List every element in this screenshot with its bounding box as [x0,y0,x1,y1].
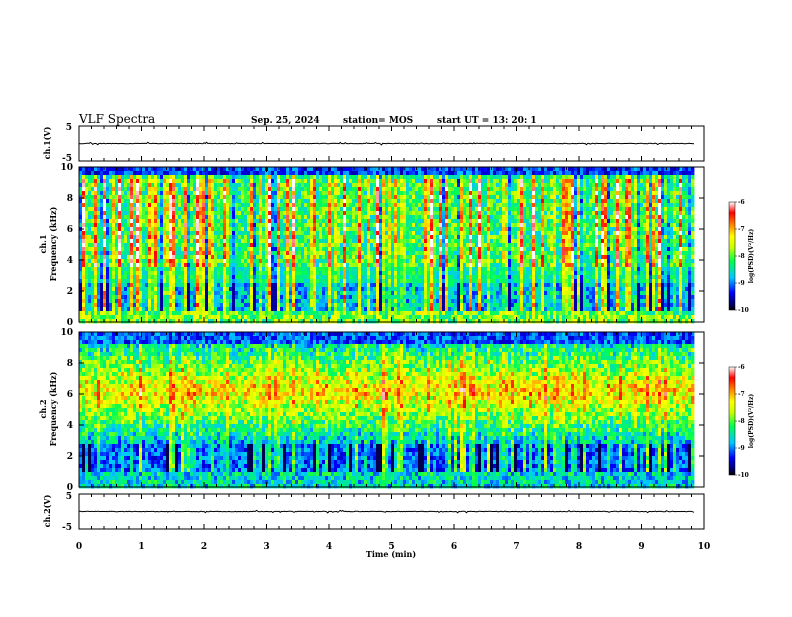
frequency-tick-label: 10 [60,163,73,173]
time-tick-label: 2 [201,542,207,552]
colorbar-tick-label: -7 [738,226,745,233]
frequency-tick-label: 8 [67,359,73,369]
colorbar-gradient [729,367,735,475]
ch1-ytick-top: 5 [66,123,72,133]
frequency-tick-label: 6 [67,225,73,235]
ch2-spectrogram-ylabel-line2: Frequency (kHz) [48,371,58,446]
time-tick-label: 4 [326,542,332,552]
colorbar-gradient [729,202,735,310]
colorbar-tick-label: -9 [738,280,745,287]
time-tick-label: 1 [138,542,144,552]
time-tick-label: 10 [698,542,711,552]
time-tick-label: 0 [76,542,82,552]
colorbar-tick-label: -10 [738,472,749,479]
start-time-label: start UT = 13: 20: 1 [437,116,537,126]
colorbar-tick-label: -8 [738,418,745,425]
time-tick-label: 7 [513,542,519,552]
time-tick-label: 8 [576,542,582,552]
frequency-tick-label: 2 [67,287,73,297]
colorbar-tick-label: -6 [738,364,745,371]
ch2-waveform-ylabel: ch.2(V) [42,494,52,527]
figure-title: VLF Spectra [78,112,155,126]
ch2-spectrogram-image [79,332,694,488]
time-tick-label: 9 [638,542,644,552]
x-axis-label: Time (min) [366,549,416,559]
time-tick-label: 6 [451,542,457,552]
ch2-ytick-top: 5 [66,492,72,502]
ch1-waveform-line [79,142,694,145]
ch1-spectrogram-ylabel-line2: Frequency (kHz) [48,206,58,281]
frequency-tick-label: 10 [60,328,73,338]
ch1-spectrogram-ylabel-line1: ch.1 [38,234,48,253]
frequency-tick-label: 6 [67,390,73,400]
colorbar-tick-label: -10 [738,307,749,314]
frequency-tick-label: 8 [67,194,73,204]
ch2-ytick-bottom: -5 [62,523,72,533]
frequency-tick-label: 2 [67,452,73,462]
ch2-colorbar: -6 -7 -8 -9 -10 log(PSD)(V²/Hz) [729,364,755,479]
ch1-waveform-ylabel: ch.1(V) [42,126,52,159]
date-label: Sep. 25, 2024 [251,116,320,126]
colorbar-label: log(PSD)(V²/Hz) [748,229,755,284]
ch1-spectrogram-panel: 0 2 4 6 8 10 ch.1 Frequency (kHz) -6 -7 -8 -9 -10… [38,163,755,328]
station-label: station= MOS [343,116,413,126]
ch2-spectrogram-ylabel-line1: ch.2 [38,399,48,418]
frequency-tick-label: 4 [67,421,73,431]
colorbar-tick-label: -9 [738,445,745,452]
time-tick-label: 3 [263,542,269,552]
ch1-spectrogram-image [79,167,694,323]
frequency-tick-label: 4 [67,256,73,266]
colorbar-tick-label: -7 [738,391,745,398]
ch2-waveform-line [79,510,694,513]
ch1-waveform-panel: 5 -5 ch.1(V) [42,123,704,164]
colorbar-tick-label: -8 [738,253,745,260]
ch1-colorbar: -6 -7 -8 -9 -10 log(PSD)(V²/Hz) [729,199,755,314]
colorbar-label: log(PSD)(V²/Hz) [748,394,755,449]
colorbar-tick-label: -6 [738,199,745,206]
frequency-tick-label: 0 [67,318,73,328]
